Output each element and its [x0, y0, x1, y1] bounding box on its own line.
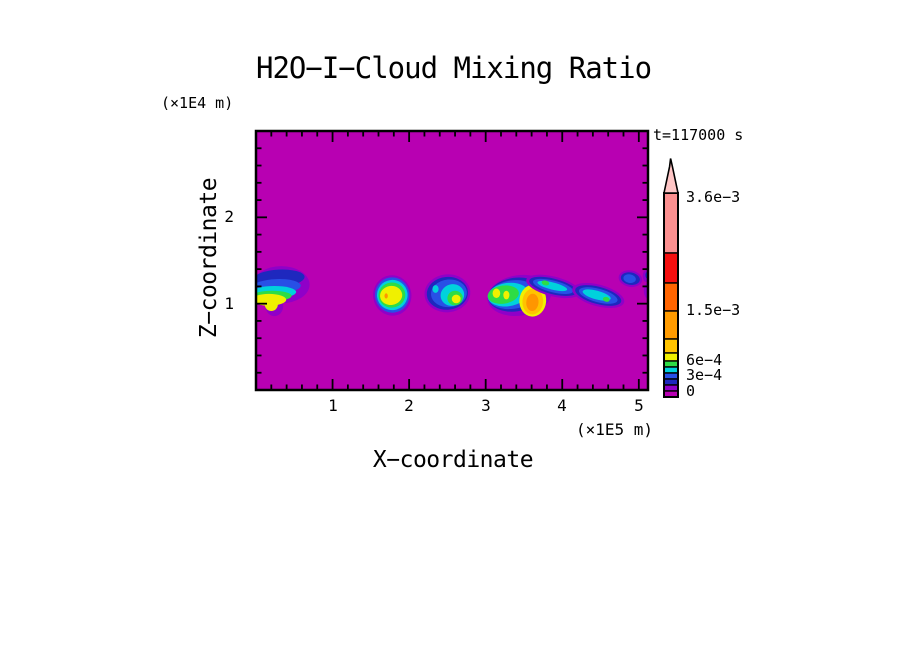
colorbar-label-max: 3.6e−3 [686, 188, 741, 206]
colorbar-segment-6 [663, 360, 679, 368]
x-tick-label-1: 1 [328, 396, 338, 415]
time-stamp-label: t=117000 s [653, 126, 744, 144]
z-tick-label-2: 2 [224, 207, 234, 226]
colorbar-label-mid: 1.5e−3 [686, 301, 741, 319]
cloud-cell-2 [373, 275, 412, 316]
x-tick-label-2: 2 [404, 396, 414, 415]
x-tick-label-3: 3 [481, 396, 491, 415]
x-axis-title: X−coordinate [372, 447, 534, 473]
cloud-contour-yellow [492, 288, 501, 299]
x-tick-label-4: 4 [557, 396, 567, 415]
cloud-contour-yellow [503, 290, 510, 300]
colorbar-segment-10 [663, 384, 679, 392]
z-tick-label-1: 1 [224, 294, 234, 313]
cloud-contour-yellow [451, 294, 461, 304]
cloud-cell-6 [572, 282, 625, 308]
colorbar-segment-5 [663, 352, 679, 362]
cloud-cell-5 [526, 274, 580, 299]
cloud-contour-orange [526, 293, 539, 311]
cloud-contour-blue [623, 274, 636, 284]
x-tick-label-5: 5 [634, 396, 644, 415]
colorbar-label-6e4: 6e−4 [686, 351, 723, 369]
z-axis-title: Z−coordinate [196, 177, 222, 339]
colorbar-segment-7 [663, 366, 679, 374]
colorbar-label-zero: 0 [686, 382, 696, 400]
colorbar-segment-4 [663, 338, 679, 354]
colorbar-segment-1 [663, 252, 679, 284]
cloud-cell-3 [424, 274, 471, 313]
cloud-contour-cyan [432, 285, 439, 293]
cloud-contour-yellow [380, 285, 403, 305]
cloud-contour-yellow [264, 298, 278, 312]
colorbar-segment-8 [663, 372, 679, 380]
colorbar-segment-0 [663, 192, 679, 254]
colorbar-segment-9 [663, 378, 679, 386]
plot-background [256, 131, 648, 390]
cloud-cell-4 [487, 274, 552, 317]
z-axis-unit-label: (×1E4 m) [161, 94, 234, 112]
colorbar [663, 158, 679, 398]
colorbar-segment-3 [663, 310, 679, 340]
cloud-cells-layer [256, 266, 648, 317]
cloud-cell-1 [256, 266, 310, 317]
colorbar-label-3e4: 3e−4 [686, 366, 723, 384]
colorbar-segment-2 [663, 282, 679, 312]
cloud-contour-green [541, 280, 550, 286]
x-axis-unit-label: (×1E5 m) [575, 420, 653, 439]
cloud-cell-7 [618, 270, 643, 287]
colorbar-arrow-tip [663, 158, 679, 194]
chart-title: H2O−I−Cloud Mixing Ratio [256, 51, 652, 85]
plot-frame [254, 129, 650, 392]
cloud-contour-green [602, 296, 610, 302]
cloud-contour-orange [384, 293, 388, 299]
